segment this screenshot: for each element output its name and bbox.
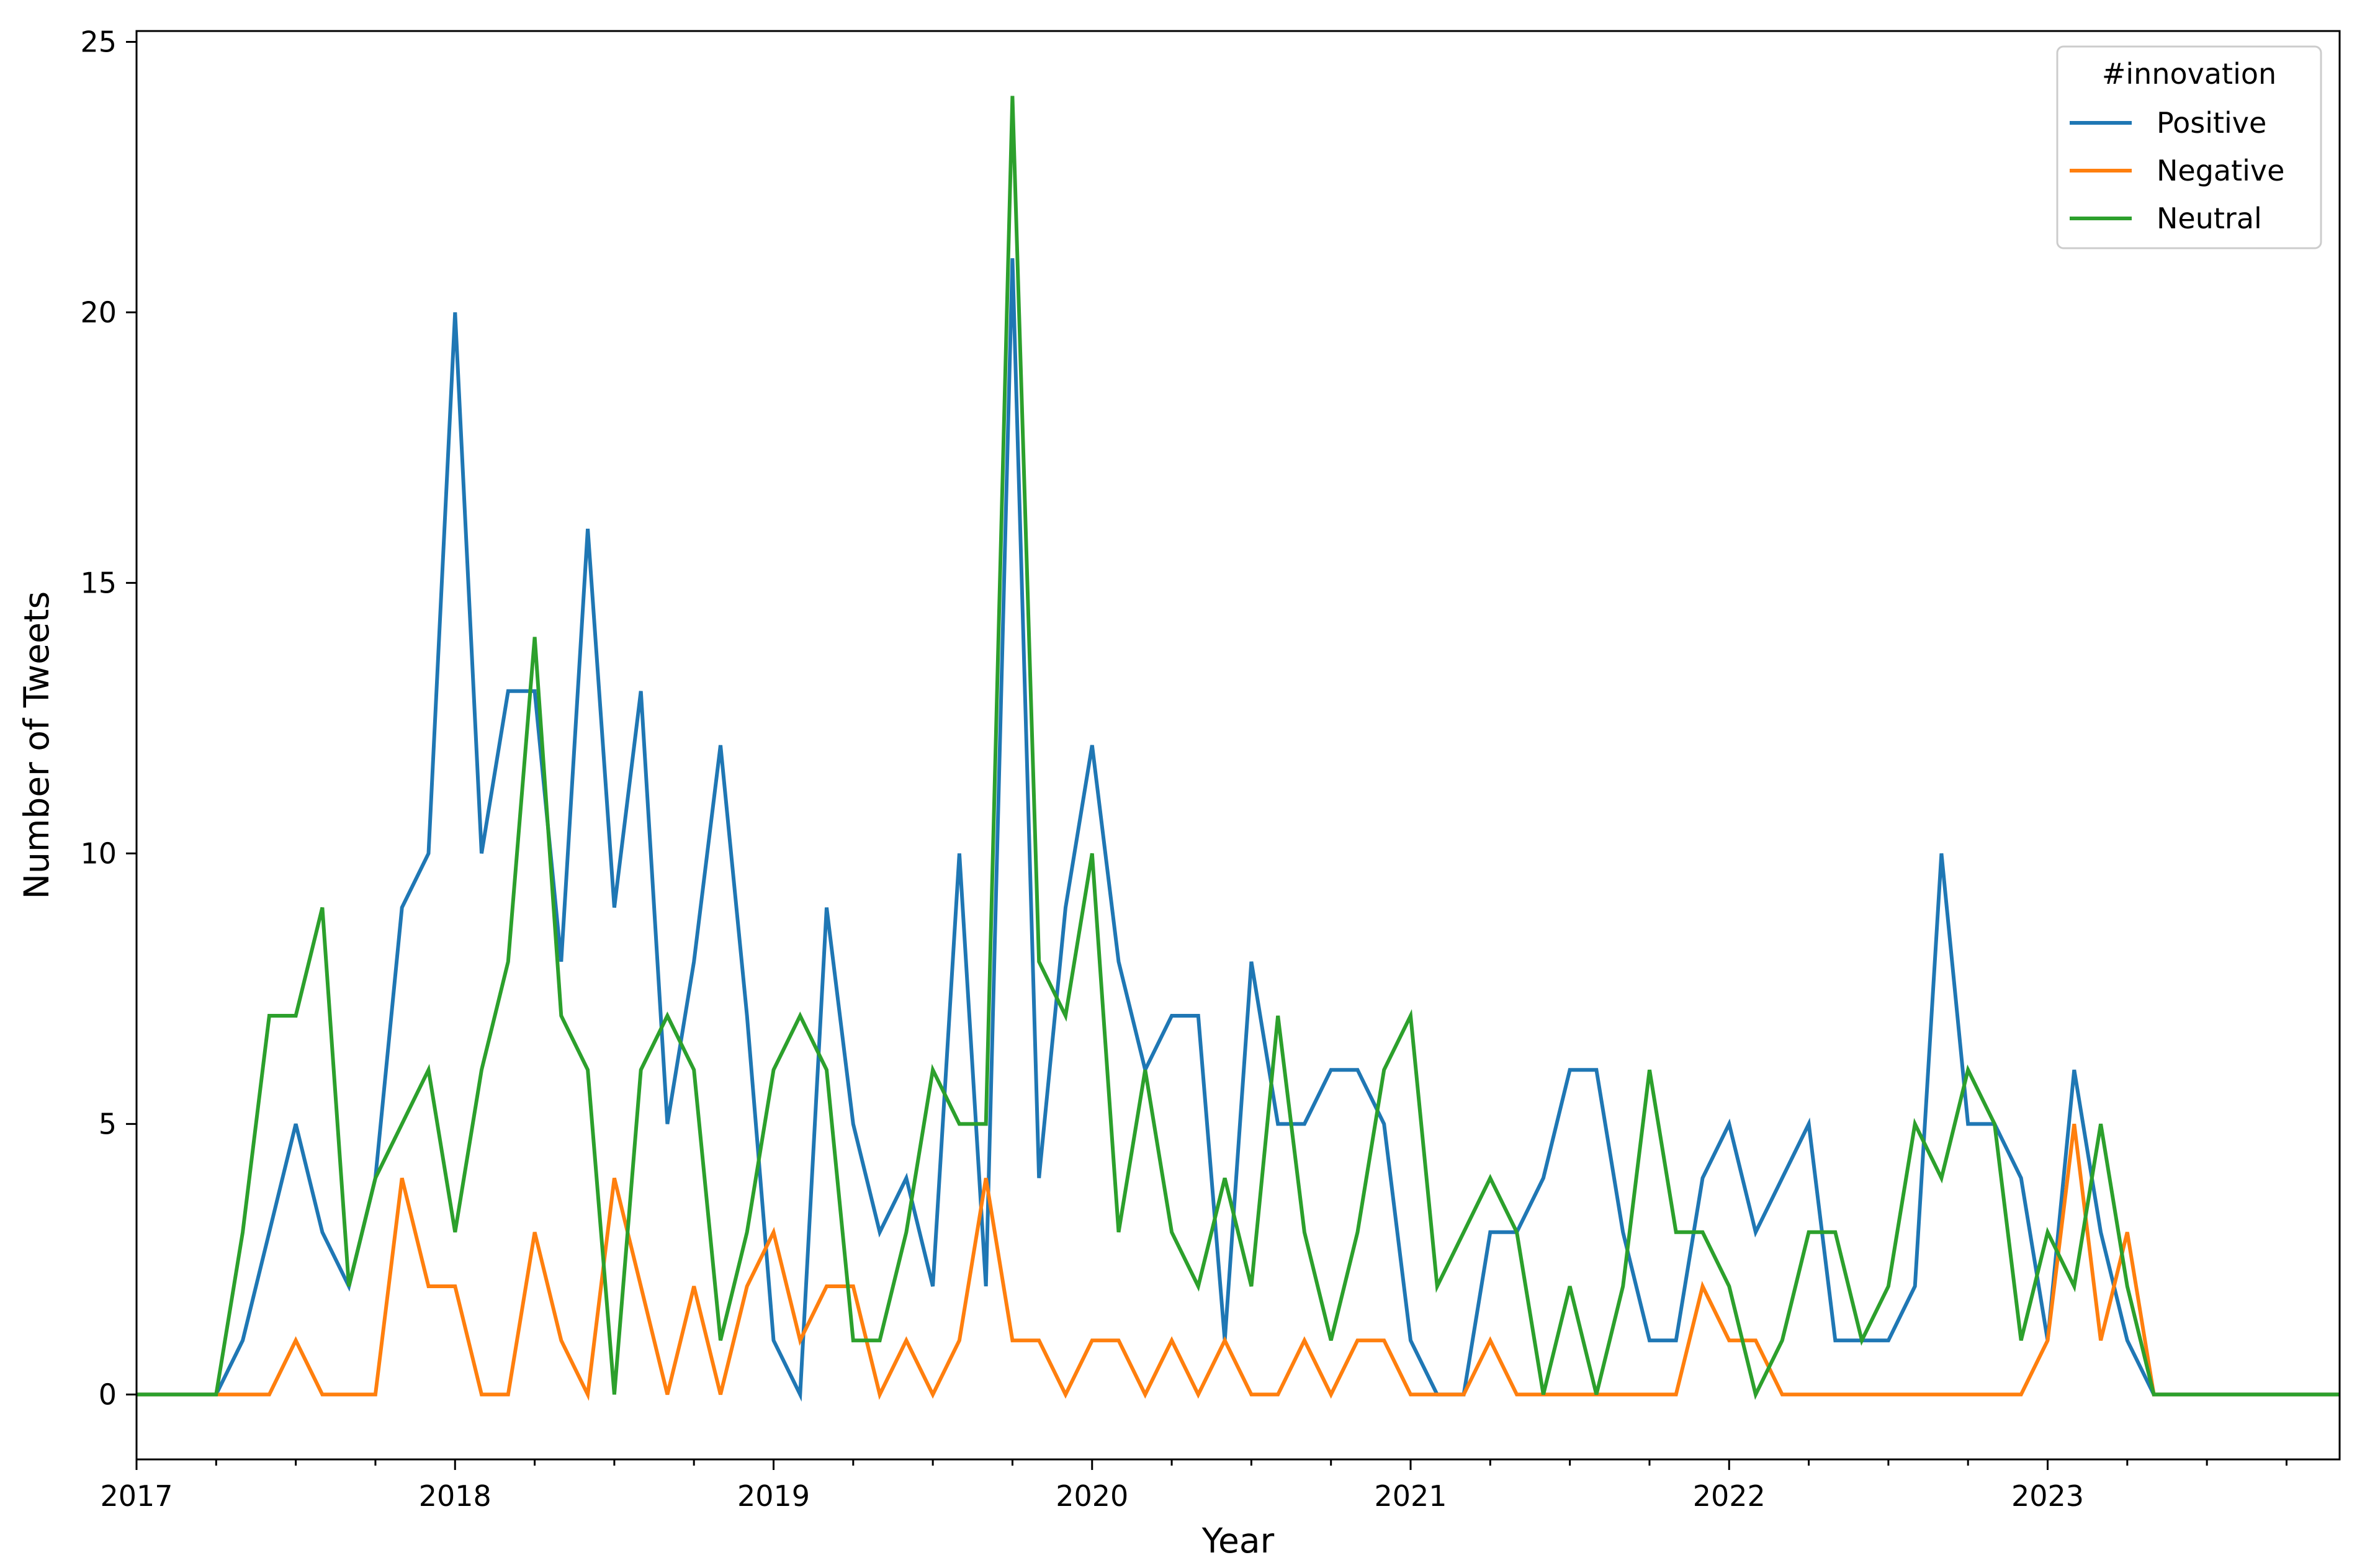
y-tick-label: 0 bbox=[99, 1378, 117, 1411]
y-tick-label: 10 bbox=[80, 836, 117, 870]
x-tick-label: 2022 bbox=[1693, 1479, 1766, 1513]
plot-frame bbox=[135, 30, 2341, 1461]
x-tick-label: 2021 bbox=[1374, 1479, 1447, 1513]
x-tick-label: 2017 bbox=[100, 1479, 173, 1513]
y-tick-label: 5 bbox=[99, 1107, 117, 1140]
legend-title: #innovation bbox=[2102, 57, 2276, 91]
y-tick-label: 20 bbox=[80, 295, 117, 329]
y-axis-label: Number of Tweets bbox=[17, 591, 56, 899]
series-layer bbox=[137, 96, 2340, 1402]
x-tick-label: 2019 bbox=[737, 1479, 810, 1513]
legend-items: Positive Negative Neutral bbox=[2070, 106, 2284, 235]
x-tick-label: 2020 bbox=[1056, 1479, 1128, 1513]
x-tick-label: 2023 bbox=[2011, 1479, 2084, 1513]
y-tick-label: 15 bbox=[80, 566, 117, 599]
series-line-negative bbox=[137, 1124, 2340, 1401]
legend-label-negative: Negative bbox=[2157, 154, 2284, 187]
x-axis-label: Year bbox=[1201, 1521, 1275, 1561]
series-line-neutral bbox=[137, 96, 2340, 1400]
legend-box bbox=[2056, 45, 2322, 249]
series-line-positive bbox=[137, 258, 2340, 1402]
y-tick-label: 25 bbox=[80, 25, 117, 58]
legend-label-neutral: Neutral bbox=[2157, 202, 2262, 235]
legend: #innovation Positive Negative Neutral bbox=[2056, 45, 2322, 249]
legend-label-positive: Positive bbox=[2157, 106, 2266, 140]
x-tick-label: 2018 bbox=[419, 1479, 492, 1513]
axes-layer: 2017 2018 2019 2020 2021 2022 2023 0 5 10 15 20 25 bbox=[80, 25, 2341, 1513]
